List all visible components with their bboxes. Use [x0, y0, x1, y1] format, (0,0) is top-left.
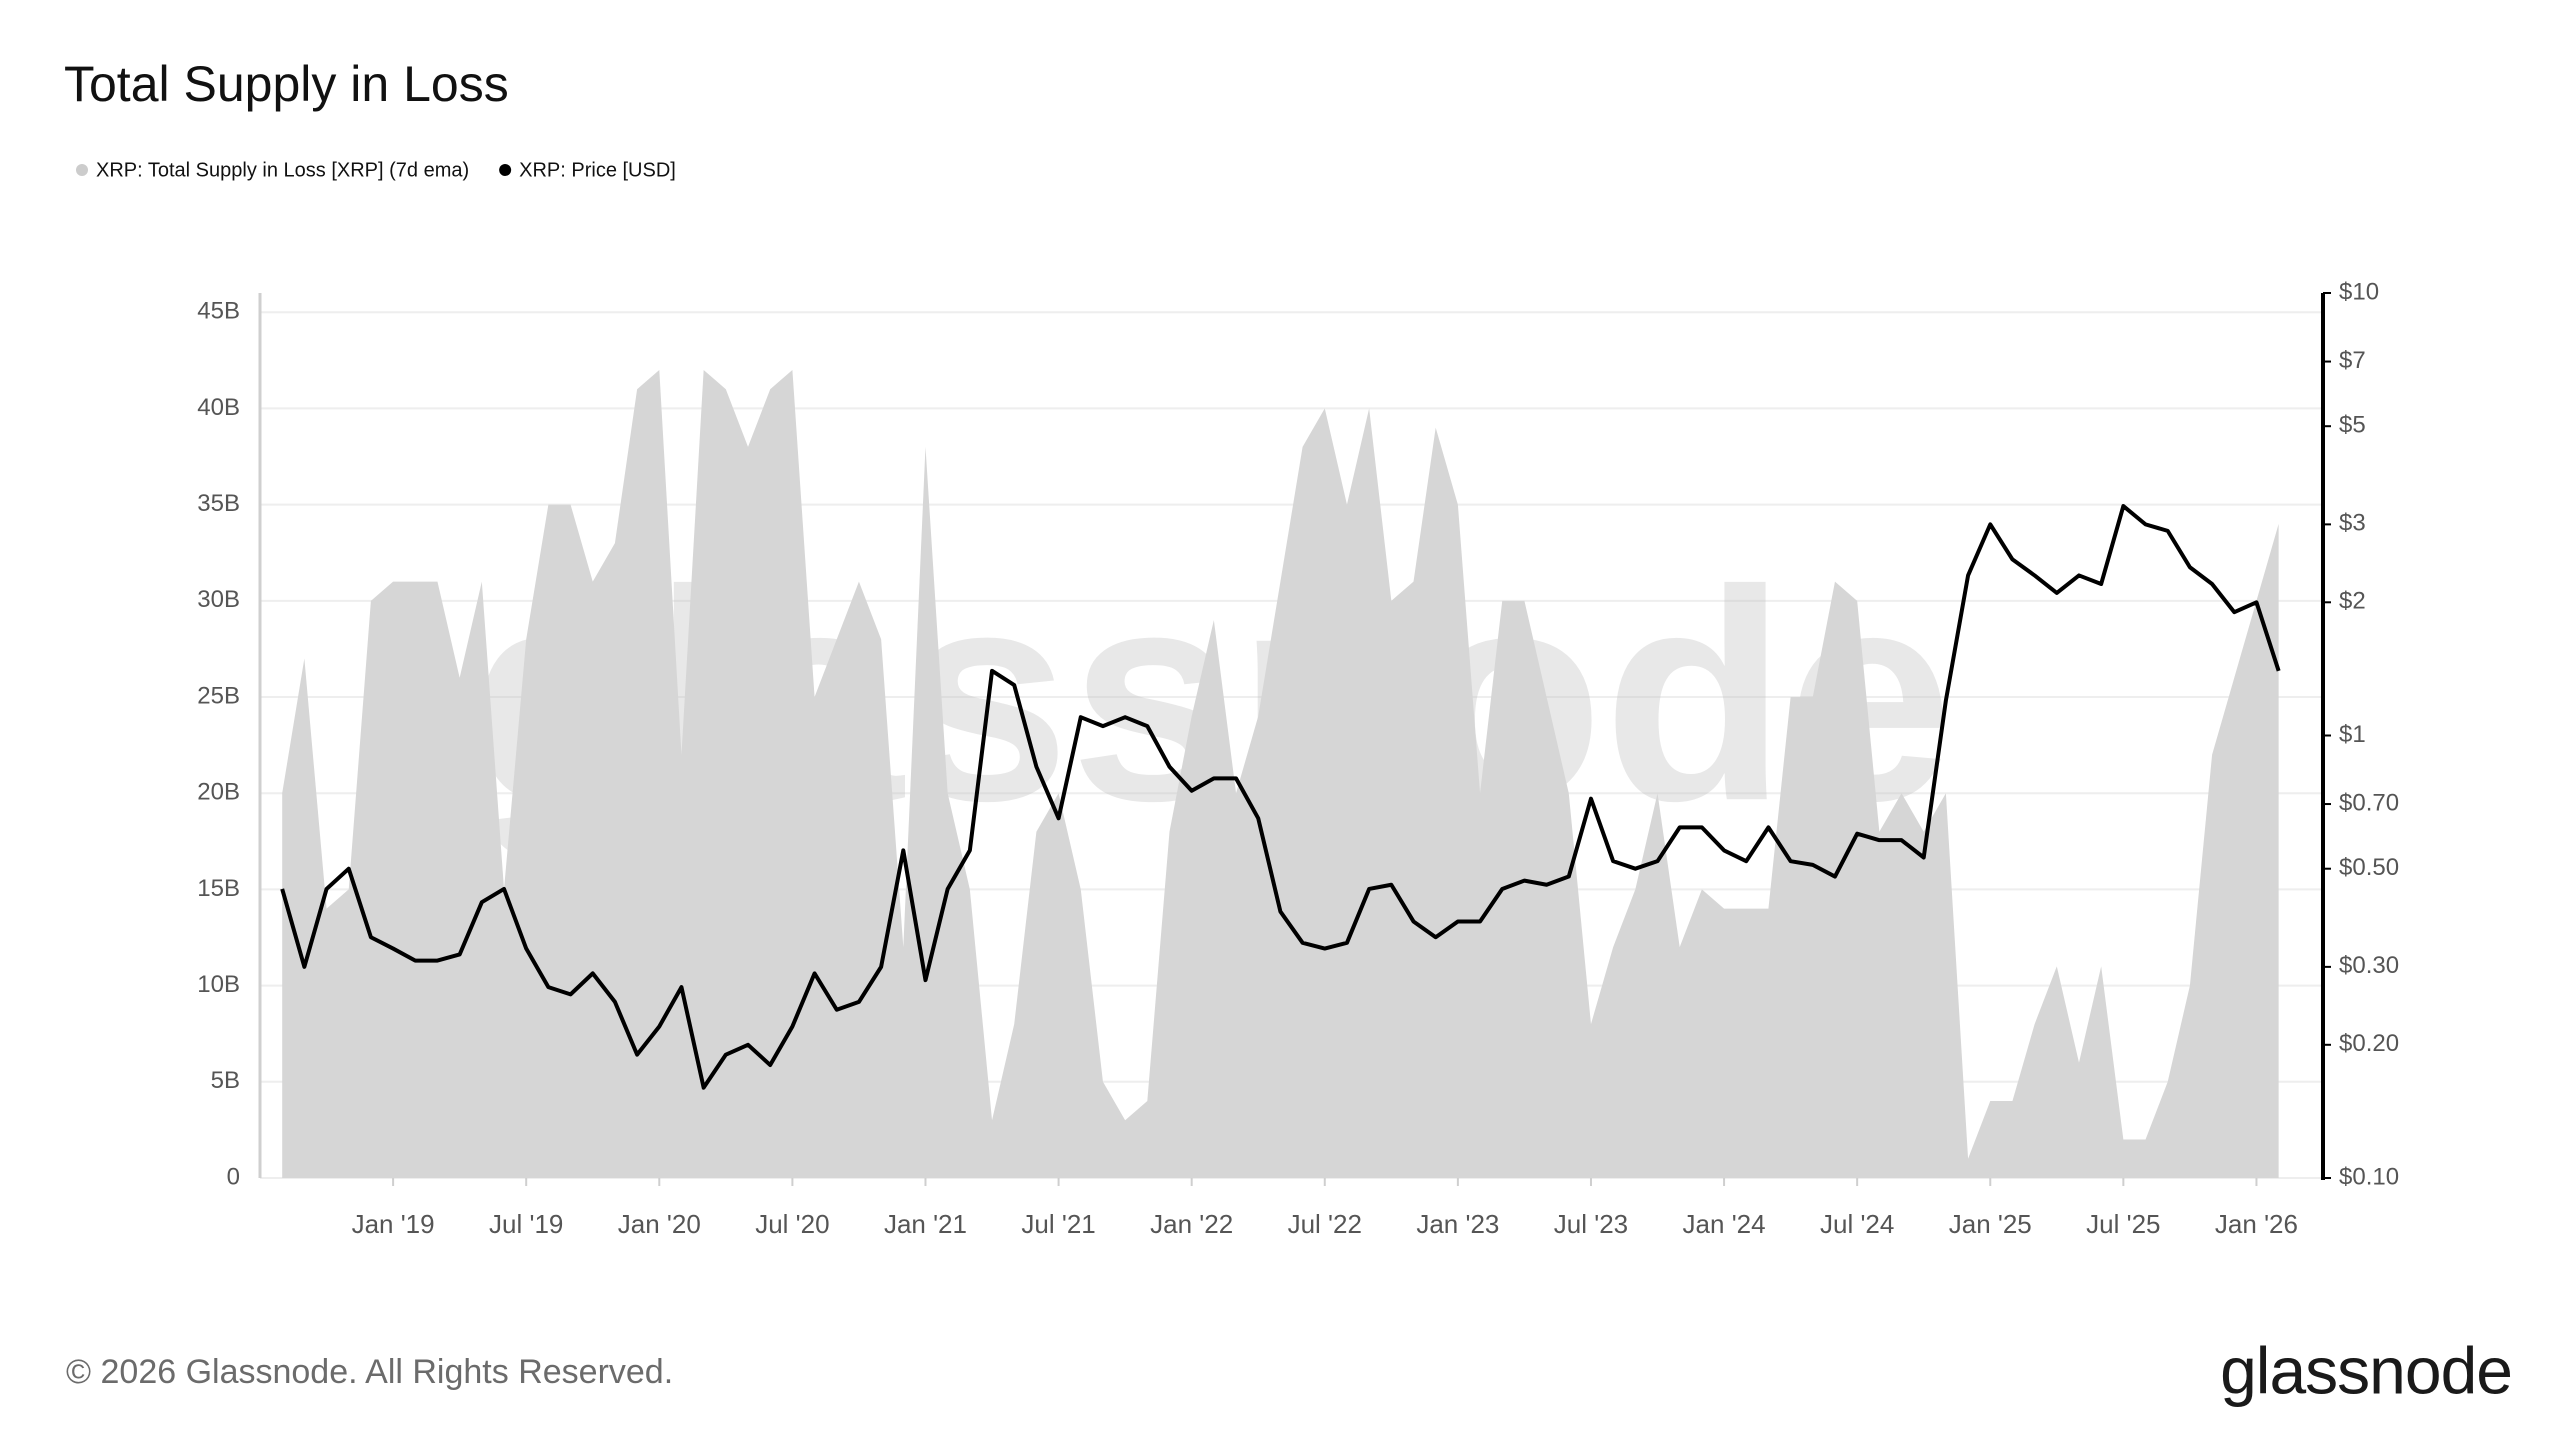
x-tick-label: Jul '20 — [755, 1209, 829, 1239]
x-tick-label: Jan '19 — [352, 1209, 435, 1239]
y2-tick-label: $0.20 — [2339, 1030, 2399, 1057]
y2-tick-label: $3 — [2339, 510, 2366, 537]
y2-tick-label: $0.50 — [2339, 854, 2399, 881]
y-tick-label: 0 — [227, 1163, 240, 1190]
x-tick-label: Jul '25 — [2086, 1209, 2160, 1239]
x-tick-label: Jul '22 — [1288, 1209, 1362, 1239]
y2-tick-label: $0.70 — [2339, 789, 2399, 816]
chart-title: Total Supply in Loss — [64, 56, 509, 112]
y-tick-label: 10B — [197, 971, 240, 998]
y2-tick-label: $7 — [2339, 347, 2366, 374]
y2-tick-label: $5 — [2339, 412, 2366, 439]
x-tick-label: Jul '24 — [1820, 1209, 1894, 1239]
y2-tick-label: $0.10 — [2339, 1163, 2399, 1190]
y2-tick-label: $1 — [2339, 721, 2366, 748]
y-tick-label: 15B — [197, 875, 240, 902]
x-tick-label: Jan '24 — [1683, 1209, 1766, 1239]
y2-tick-label: $2 — [2339, 588, 2366, 615]
x-tick-label: Jan '25 — [1949, 1209, 2032, 1239]
copyright: © 2026 Glassnode. All Rights Reserved. — [66, 1353, 673, 1391]
line-series — [280, 504, 2281, 1090]
legend-label: XRP: Total Supply in Loss [XRP] (7d ema) — [96, 159, 469, 181]
y-tick-label: 30B — [197, 586, 240, 613]
legend-marker — [76, 164, 88, 176]
x-tick-label: Jul '23 — [1554, 1209, 1628, 1239]
area-series — [282, 369, 2279, 1178]
x-tick-label: Jan '20 — [618, 1209, 701, 1239]
y-tick-label: 45B — [197, 298, 240, 325]
y-tick-label: 20B — [197, 779, 240, 806]
y-tick-label: 40B — [197, 394, 240, 421]
x-tick-label: Jan '21 — [884, 1209, 967, 1239]
legend-label: XRP: Price [USD] — [519, 159, 676, 181]
y2-tick-label: $0.30 — [2339, 952, 2399, 979]
legend-marker — [499, 164, 512, 176]
x-tick-label: Jan '26 — [2215, 1209, 2298, 1239]
x-tick-label: Jul '21 — [1021, 1209, 1095, 1239]
y-tick-label: 35B — [197, 490, 240, 517]
y2-tick-label: $10 — [2339, 278, 2379, 305]
x-tick-label: Jan '22 — [1150, 1209, 1233, 1239]
brand-logo: glassnode — [2220, 1333, 2512, 1407]
x-tick-label: Jan '23 — [1416, 1209, 1499, 1239]
x-tick-label: Jul '19 — [489, 1209, 563, 1239]
y-tick-label: 5B — [211, 1067, 240, 1094]
y-tick-label: 25B — [197, 682, 240, 709]
